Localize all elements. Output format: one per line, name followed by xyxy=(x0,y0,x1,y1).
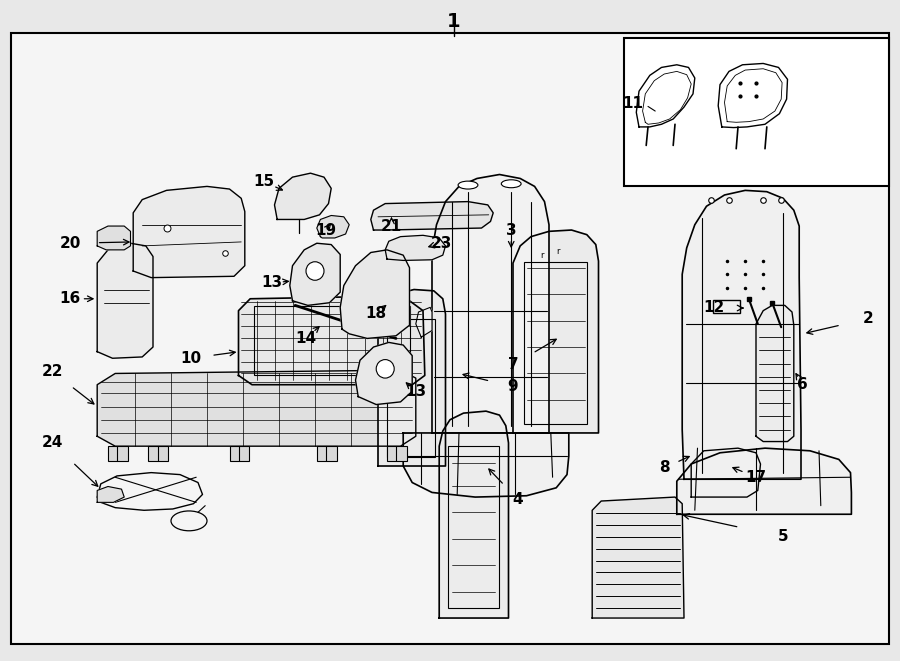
Ellipse shape xyxy=(376,360,394,378)
Polygon shape xyxy=(439,411,508,618)
Text: 9: 9 xyxy=(508,379,518,394)
Bar xyxy=(448,446,499,608)
Text: 21: 21 xyxy=(381,219,402,233)
Text: 15: 15 xyxy=(253,175,274,189)
Text: 4: 4 xyxy=(512,492,523,506)
Polygon shape xyxy=(356,342,412,405)
Text: 1: 1 xyxy=(446,12,461,30)
Ellipse shape xyxy=(501,180,521,188)
Polygon shape xyxy=(592,497,684,618)
Polygon shape xyxy=(378,290,446,466)
Text: 13: 13 xyxy=(261,276,283,290)
Text: 17: 17 xyxy=(745,470,767,485)
Polygon shape xyxy=(274,173,331,219)
Polygon shape xyxy=(682,190,801,479)
Ellipse shape xyxy=(458,181,478,189)
Polygon shape xyxy=(403,433,569,497)
Polygon shape xyxy=(97,370,416,446)
Text: 5: 5 xyxy=(778,529,788,544)
Polygon shape xyxy=(97,243,153,358)
Bar xyxy=(387,446,407,461)
Polygon shape xyxy=(756,305,794,442)
Polygon shape xyxy=(133,186,245,278)
Ellipse shape xyxy=(306,262,324,280)
Text: 11: 11 xyxy=(622,97,644,111)
Text: 7: 7 xyxy=(508,358,518,372)
Polygon shape xyxy=(636,65,695,127)
Text: 8: 8 xyxy=(659,461,670,475)
Text: 6: 6 xyxy=(797,377,808,392)
Text: r: r xyxy=(540,251,544,260)
Polygon shape xyxy=(238,296,425,385)
Polygon shape xyxy=(290,243,340,305)
Polygon shape xyxy=(416,307,432,337)
Text: r: r xyxy=(556,247,560,256)
Text: 16: 16 xyxy=(59,292,81,306)
Polygon shape xyxy=(97,226,130,250)
Text: 13: 13 xyxy=(405,384,427,399)
Polygon shape xyxy=(317,215,349,238)
Bar xyxy=(317,446,337,461)
Polygon shape xyxy=(718,63,788,128)
Polygon shape xyxy=(97,486,124,502)
Bar xyxy=(387,319,435,457)
Text: 10: 10 xyxy=(180,351,202,366)
Bar xyxy=(524,262,587,424)
Bar xyxy=(624,38,889,186)
Text: 24: 24 xyxy=(41,436,63,450)
Text: 2: 2 xyxy=(863,311,874,326)
Bar xyxy=(230,446,249,461)
Bar xyxy=(108,446,128,461)
Bar xyxy=(713,300,740,313)
Text: 23: 23 xyxy=(430,236,452,251)
Text: 18: 18 xyxy=(365,307,387,321)
Polygon shape xyxy=(385,235,446,260)
Polygon shape xyxy=(513,230,599,433)
Text: 22: 22 xyxy=(41,364,63,379)
Text: 19: 19 xyxy=(315,223,337,237)
Bar xyxy=(254,306,410,375)
Polygon shape xyxy=(371,202,493,230)
Polygon shape xyxy=(432,175,549,433)
Polygon shape xyxy=(677,448,851,514)
Polygon shape xyxy=(691,448,760,497)
Bar xyxy=(148,446,168,461)
Text: 14: 14 xyxy=(295,331,317,346)
Text: 12: 12 xyxy=(703,300,724,315)
Text: 3: 3 xyxy=(506,223,517,237)
Polygon shape xyxy=(340,250,410,338)
Text: 20: 20 xyxy=(59,236,81,251)
